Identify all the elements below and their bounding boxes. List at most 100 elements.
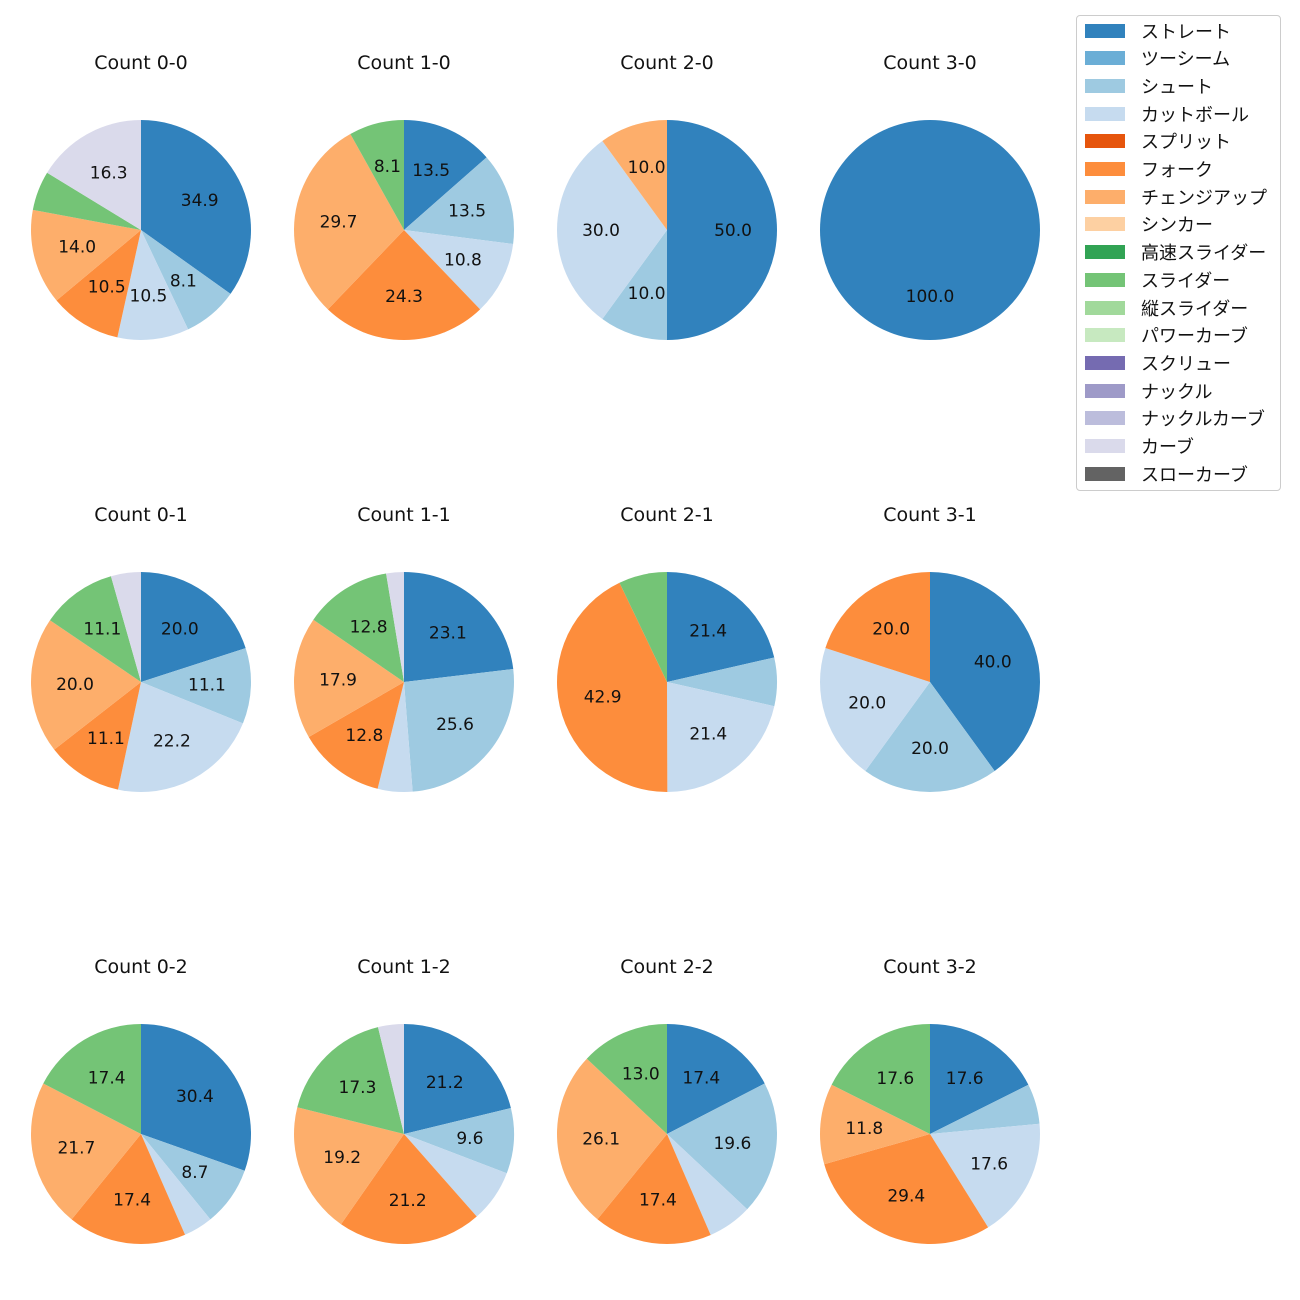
pie-slice [386, 572, 404, 682]
legend-label: ストレート [1141, 21, 1231, 43]
slice-label: 21.4 [689, 621, 727, 641]
pie-slice [619, 572, 667, 682]
slice-label: 17.6 [946, 1069, 984, 1089]
pie-slice [597, 1134, 711, 1244]
pie-slice [820, 120, 1040, 340]
slice-label: 10.0 [628, 284, 666, 304]
legend-swatch [1085, 411, 1125, 426]
slice-label: 10.5 [88, 277, 126, 297]
pie-slice [556, 141, 667, 319]
pie-panel: Count 0-1 20.0 11.1 22.2 11.1 20.0 11.1 [30, 504, 252, 793]
legend-swatch [1085, 78, 1125, 93]
legend-swatch [1085, 272, 1125, 287]
slice-label: 9.6 [456, 1129, 483, 1149]
pie-slice [404, 1134, 507, 1217]
pie-panel: Count 1-2 21.2 9.6 21.2 19.2 17.3 [294, 956, 515, 1244]
pie-slice [117, 682, 243, 793]
pie-slice [825, 572, 930, 682]
slice-label: 21.2 [389, 1191, 427, 1211]
pie-slice [341, 1134, 477, 1244]
pie-slice [930, 572, 1041, 771]
slice-label: 20.0 [161, 620, 199, 640]
pie-slice [377, 682, 413, 792]
pie-slice [404, 572, 514, 682]
panel-title: Count 3-2 [883, 956, 977, 978]
slice-label: 11.1 [188, 675, 226, 695]
slice-label: 10.0 [628, 158, 666, 178]
slice-label: 30.4 [176, 1087, 214, 1107]
legend-label: スプリット [1141, 132, 1231, 154]
pie-slice [667, 657, 778, 707]
panel-title: Count 2-0 [620, 52, 714, 74]
legend-label: ツーシーム [1141, 49, 1231, 71]
legend-swatch [1085, 106, 1125, 121]
pie-slice [297, 1027, 404, 1134]
pie-slice [824, 1134, 989, 1245]
slice-label: 10.5 [130, 287, 168, 307]
slice-label: 17.6 [970, 1154, 1008, 1174]
pie-slice [117, 230, 189, 340]
legend-label: シュート [1141, 76, 1213, 98]
pie-slice [667, 682, 775, 792]
pie-slice [667, 1024, 765, 1134]
pie-slice [141, 648, 252, 724]
pie-slice [71, 1134, 186, 1245]
pie-panel: Count 2-1 21.4 21.4 42.9 [557, 504, 778, 793]
pie-slice [294, 1107, 404, 1225]
legend-swatch [1085, 134, 1125, 149]
slice-label: 11.8 [845, 1119, 883, 1139]
pie-slice [141, 1134, 211, 1235]
pie-slice [404, 230, 514, 310]
pie-slice [327, 230, 481, 341]
pie-slice [110, 572, 141, 682]
slice-label: 17.4 [88, 1069, 126, 1089]
slice-label: 11.1 [83, 620, 121, 640]
legend-label: ナックル [1141, 381, 1213, 403]
slice-label: 13.5 [412, 161, 450, 181]
slice-label: 13.5 [448, 202, 486, 222]
pie-slice [404, 1107, 515, 1174]
pie-slice [930, 1123, 1041, 1228]
pie-slice [667, 572, 775, 682]
slice-label: 26.1 [582, 1129, 620, 1149]
legend-label: スクリュー [1141, 353, 1231, 375]
pie-slice [32, 172, 141, 230]
pie-slice [313, 573, 404, 682]
pie-slice [865, 682, 995, 793]
panel-title: Count 3-0 [883, 52, 977, 74]
pie-slice [602, 120, 667, 230]
slice-label: 19.6 [713, 1134, 751, 1154]
pie-slice [377, 1024, 404, 1134]
legend-swatch [1085, 245, 1125, 260]
slice-label: 21.7 [57, 1139, 95, 1159]
legend-label: パワーカーブ [1141, 326, 1248, 348]
legend-swatch [1085, 383, 1125, 398]
pie-slice [667, 120, 777, 340]
pie-slice [141, 230, 231, 330]
pie-slice [930, 1084, 1040, 1134]
slice-label: 22.2 [153, 731, 191, 751]
pie-slice [404, 669, 515, 792]
pie-slice [602, 230, 667, 340]
slice-label: 8.1 [170, 272, 197, 292]
pie-slice [54, 682, 142, 790]
slice-label: 30.0 [582, 221, 620, 241]
pie-panel: Count 3-0 100.0 [820, 52, 1040, 340]
pie-slice [404, 120, 487, 230]
legend-swatch [1085, 51, 1125, 66]
pie-slice [819, 648, 930, 771]
legend-label: 高速スライダー [1141, 243, 1267, 265]
pie-slice [404, 157, 514, 244]
slice-label: 12.8 [345, 726, 383, 746]
panel-title: Count 2-1 [620, 504, 714, 526]
slice-label: 24.3 [385, 287, 423, 307]
legend-swatch [1085, 328, 1125, 343]
slice-label: 12.8 [350, 617, 388, 637]
legend-swatch [1085, 300, 1125, 315]
pie-panel: Count 0-2 30.4 8.7 17.4 21.7 17.4 [30, 956, 252, 1245]
panel-title: Count 2-2 [620, 956, 714, 978]
slice-label: 13.0 [622, 1064, 660, 1084]
slice-label: 19.2 [323, 1148, 361, 1168]
panel-title: Count 1-2 [357, 956, 451, 978]
